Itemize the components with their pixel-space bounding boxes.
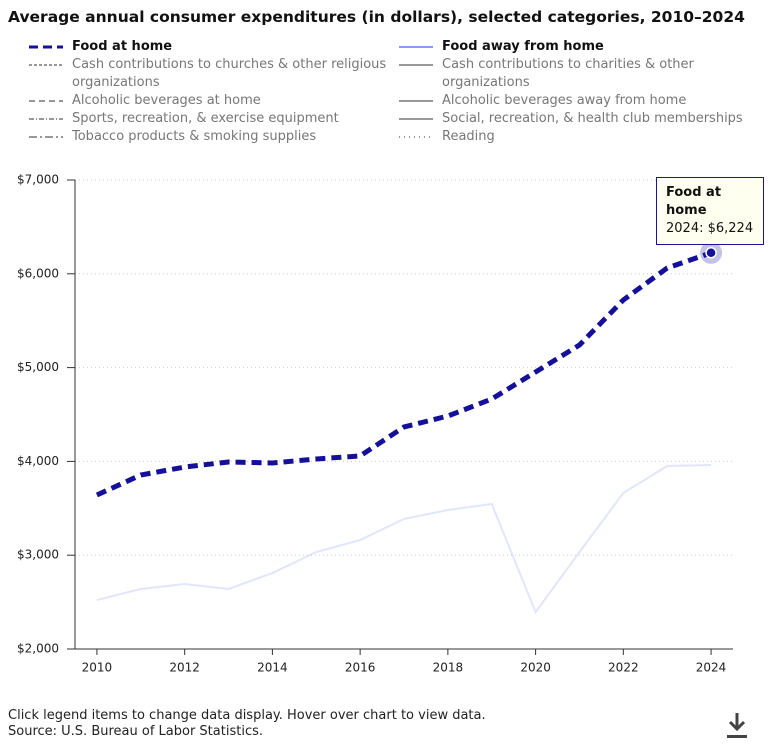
- series-line: [95, 250, 712, 498]
- legend-swatch: [399, 64, 433, 66]
- download-bar: [727, 735, 747, 738]
- y-tick-label: $2,000: [17, 642, 59, 656]
- x-tick-label: 2016: [345, 661, 376, 675]
- legend-label: Alcoholic beverages at home: [72, 93, 261, 108]
- legend-label: Cash contributions to charities & other …: [442, 57, 694, 90]
- series-line: [96, 463, 712, 615]
- legend-item[interactable]: Social, recreation, & health club member…: [398, 110, 748, 128]
- legend-swatch: [29, 45, 63, 49]
- legend-label: Cash contributions to churches & other r…: [72, 57, 387, 90]
- x-tick-label: 2024: [696, 661, 727, 675]
- legend-swatch: [399, 118, 433, 120]
- legend-item[interactable]: Cash contributions to churches & other r…: [28, 56, 398, 92]
- legend-label: Tobacco products & smoking supplies: [72, 129, 317, 144]
- legend-swatch: [29, 136, 63, 138]
- y-tick-label: $7,000: [17, 173, 59, 187]
- legend-swatch: [29, 118, 63, 120]
- note: Source: U.S. Bureau of Labor Statistics.: [8, 724, 263, 739]
- download-icon[interactable]: [727, 713, 747, 738]
- legend-item[interactable]: Food at home: [28, 38, 398, 56]
- legend-swatch: [399, 46, 433, 48]
- legend-item[interactable]: Alcoholic beverages at home: [28, 92, 398, 110]
- legend-label: Food away from home: [442, 39, 604, 54]
- x-tick-label: 2010: [82, 661, 113, 675]
- note: Click legend items to change data displa…: [8, 708, 486, 723]
- y-tick-label: $6,000: [17, 266, 59, 280]
- tooltip-title: Food at home: [666, 185, 722, 218]
- legend-item[interactable]: Alcoholic beverages away from home: [398, 92, 748, 110]
- legend-item[interactable]: Tobacco products & smoking supplies: [28, 128, 398, 146]
- y-tick-label: $4,000: [17, 454, 59, 468]
- notes: Click legend items to change data displa…: [8, 708, 486, 740]
- hover-point: [705, 247, 717, 259]
- x-tick-label: 2014: [257, 661, 288, 675]
- legend-swatch: [29, 100, 63, 102]
- x-tick-label: 2022: [608, 661, 639, 675]
- download-arrow: [728, 713, 746, 732]
- legend-label: Food at home: [72, 39, 173, 54]
- x-tick-label: 2012: [169, 661, 200, 675]
- legend-label: Reading: [442, 129, 495, 144]
- y-tick-label: $5,000: [17, 360, 59, 374]
- legend-swatch: [29, 64, 63, 66]
- legend-item[interactable]: Reading: [398, 128, 748, 146]
- x-tick-label: 2020: [520, 661, 551, 675]
- legend-swatch: [399, 136, 433, 138]
- legend-label: Alcoholic beverages away from home: [442, 93, 687, 108]
- legend-item[interactable]: Food away from home: [398, 38, 748, 56]
- legend-label: Sports, recreation, & exercise equipment: [72, 111, 339, 126]
- tooltip-text: 2024: $6,224: [666, 221, 754, 236]
- legend-item[interactable]: Sports, recreation, & exercise equipment: [28, 110, 398, 128]
- legend-swatch: [399, 100, 433, 102]
- tooltip: Food at home 2024: $6,224: [656, 177, 764, 245]
- y-tick-label: $3,000: [17, 548, 59, 562]
- x-tick-label: 2018: [433, 661, 464, 675]
- legend-item[interactable]: Cash contributions to charities & other …: [398, 56, 748, 92]
- legend-label: Social, recreation, & health club member…: [442, 111, 743, 126]
- chart-title: Average annual consumer expenditures (in…: [8, 8, 745, 26]
- legend: Food at home Food away from home Cash cont…: [28, 38, 748, 146]
